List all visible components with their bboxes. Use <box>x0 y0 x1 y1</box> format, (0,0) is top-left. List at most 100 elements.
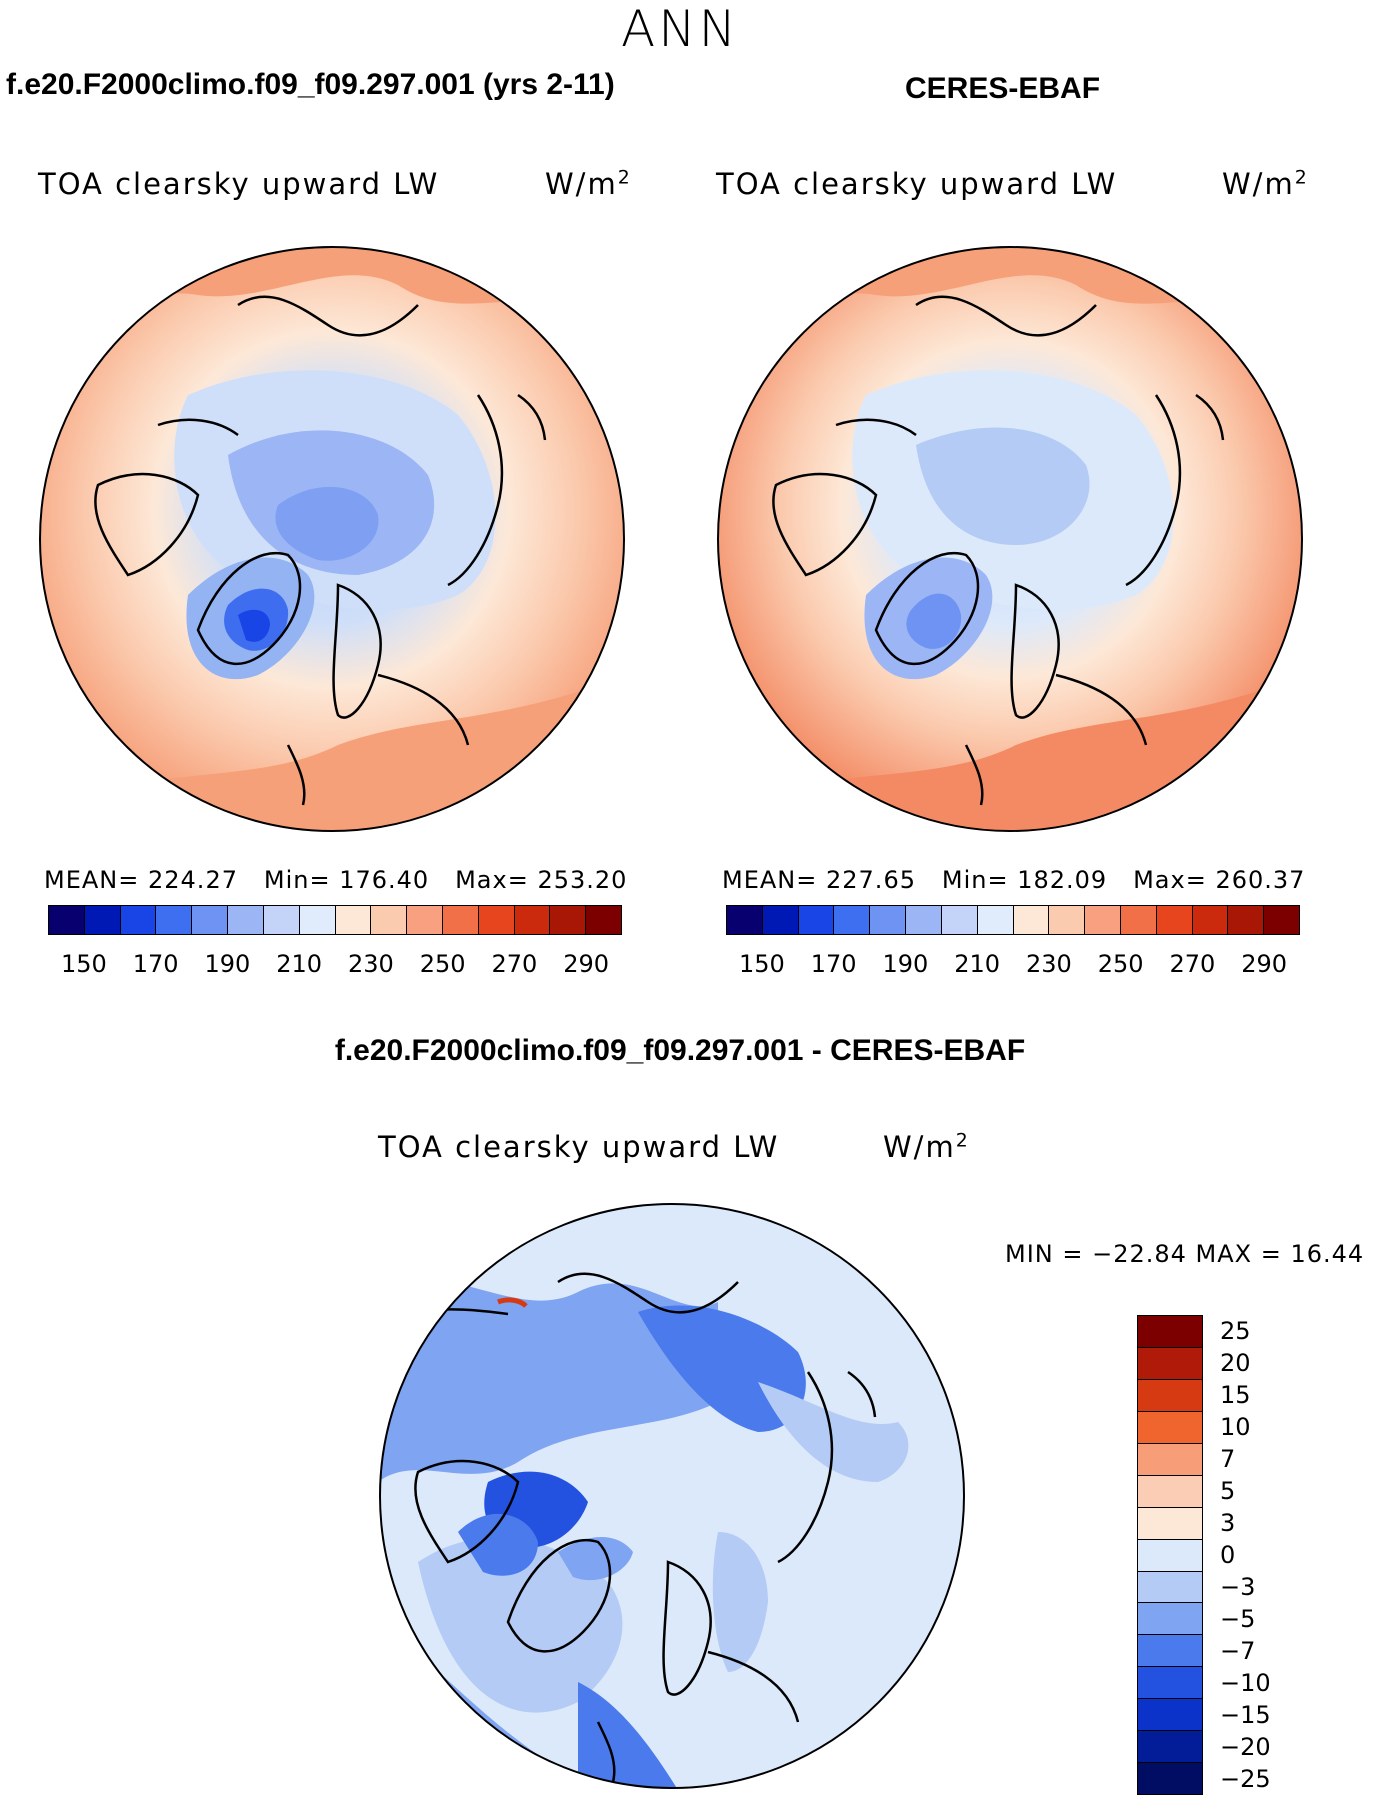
colorbar-swatch <box>834 906 871 934</box>
colorbar-swatch <box>1138 1411 1202 1444</box>
colorbar-swatch <box>1013 906 1050 934</box>
colorbar-swatch <box>941 906 978 934</box>
colorbar-swatch <box>156 906 193 934</box>
colorbar-tick-label: −10 <box>1220 1669 1271 1697</box>
colorbar-swatch <box>1138 1316 1202 1348</box>
obs-stats: MEAN= 227.65 Min= 182.09 Max= 260.37 <box>722 866 1306 894</box>
colorbar-swatch <box>1138 1347 1202 1380</box>
diff-variable-label: TOA clearsky upward LW <box>378 1130 780 1164</box>
diff-case-title: f.e20.F2000climo.f09_f09.297.001 - CERES… <box>334 1034 1026 1067</box>
obs-colorbar-ticks: 150 170 190 210 230 250 270 290 <box>726 950 1300 980</box>
colorbar-tick-label: 170 <box>810 950 857 978</box>
colorbar-tick-label: −25 <box>1220 1765 1271 1793</box>
colorbar-swatch <box>1192 906 1229 934</box>
colorbar-swatch <box>1138 1603 1202 1636</box>
colorbar-swatch <box>263 906 300 934</box>
colorbar-swatch <box>586 906 621 934</box>
colorbar-swatch <box>1138 1571 1202 1604</box>
colorbar-tick-label: 230 <box>347 950 394 978</box>
colorbar-swatch <box>478 906 515 934</box>
model-polar-map <box>39 246 625 832</box>
colorbar-tick-label: 150 <box>738 950 785 978</box>
colorbar-swatch <box>550 906 587 934</box>
colorbar-tick-label: 250 <box>1097 950 1144 978</box>
colorbar-tick-label: −20 <box>1220 1733 1271 1761</box>
colorbar-tick-label: −3 <box>1220 1573 1256 1601</box>
colorbar-tick-label: 190 <box>204 950 251 978</box>
obs-units-label: W/m2 <box>1222 167 1309 201</box>
model-stats: MEAN= 224.27 Min= 176.40 Max= 253.20 <box>44 866 628 894</box>
colorbar-swatch <box>120 906 157 934</box>
diff-polar-map <box>379 1203 965 1789</box>
colorbar-tick-label: 170 <box>132 950 179 978</box>
colorbar-swatch <box>906 906 942 934</box>
model-case-title: f.e20.F2000climo.f09_f09.297.001 (yrs 2-… <box>6 68 615 101</box>
colorbar-tick-label: 150 <box>60 950 107 978</box>
colorbar-swatch <box>84 906 121 934</box>
colorbar-swatch <box>49 906 85 934</box>
colorbar-tick-label: 250 <box>419 950 466 978</box>
colorbar-tick-label: 210 <box>276 950 323 978</box>
colorbar-swatch <box>977 906 1014 934</box>
colorbar-swatch <box>514 906 551 934</box>
diff-colorbar-ticks: 25 20 15 10 7 5 3 0 −3 −5 −7 −10 −15 −20 −25 <box>1220 1315 1320 1795</box>
colorbar-swatch <box>1156 906 1193 934</box>
obs-variable-label: TOA clearsky upward LW <box>716 167 1118 201</box>
colorbar-tick-label: 210 <box>954 950 1001 978</box>
diff-units-label: W/m2 <box>883 1130 970 1164</box>
model-colorbar-ticks: 150 170 190 210 230 250 270 290 <box>48 950 622 980</box>
colorbar-tick-label: 5 <box>1220 1477 1236 1505</box>
colorbar-swatch <box>727 906 763 934</box>
colorbar-tick-label: 230 <box>1025 950 1072 978</box>
colorbar-swatch <box>1138 1507 1202 1540</box>
colorbar-tick-label: 270 <box>491 950 538 978</box>
colorbar-swatch <box>1264 906 1299 934</box>
colorbar-swatch <box>1138 1635 1202 1668</box>
diff-minmax: MIN = −22.84 MAX = 16.44 <box>1005 1240 1365 1268</box>
colorbar-swatch <box>228 906 264 934</box>
figure-title: ANN <box>620 0 739 58</box>
colorbar-swatch <box>371 906 408 934</box>
colorbar-tick-label: 7 <box>1220 1445 1236 1473</box>
colorbar-swatch <box>1085 906 1121 934</box>
obs-colorbar <box>726 905 1300 935</box>
model-units-label: W/m2 <box>545 167 632 201</box>
obs-case-title: CERES-EBAF <box>905 72 1101 105</box>
colorbar-swatch <box>407 906 443 934</box>
colorbar-swatch <box>870 906 907 934</box>
colorbar-tick-label: 190 <box>882 950 929 978</box>
colorbar-swatch <box>762 906 799 934</box>
colorbar-swatch <box>442 906 479 934</box>
diff-colorbar <box>1137 1315 1203 1795</box>
colorbar-swatch <box>1138 1667 1202 1700</box>
colorbar-swatch <box>798 906 835 934</box>
colorbar-swatch <box>1049 906 1086 934</box>
colorbar-tick-label: 10 <box>1220 1413 1251 1441</box>
colorbar-swatch <box>1138 1379 1202 1412</box>
colorbar-tick-label: 270 <box>1169 950 1216 978</box>
colorbar-swatch <box>1138 1443 1202 1476</box>
colorbar-tick-label: −7 <box>1220 1637 1256 1665</box>
colorbar-swatch <box>1138 1475 1202 1508</box>
colorbar-tick-label: 20 <box>1220 1349 1251 1377</box>
model-colorbar <box>48 905 622 935</box>
colorbar-swatch <box>192 906 229 934</box>
colorbar-swatch <box>299 906 336 934</box>
colorbar-tick-label: 0 <box>1220 1541 1236 1569</box>
colorbar-tick-label: −15 <box>1220 1701 1271 1729</box>
colorbar-swatch <box>1138 1539 1202 1572</box>
colorbar-swatch <box>1138 1731 1202 1764</box>
colorbar-swatch <box>1228 906 1265 934</box>
colorbar-tick-label: 15 <box>1220 1380 1251 1409</box>
colorbar-swatch <box>1138 1699 1202 1732</box>
obs-polar-map <box>717 246 1303 832</box>
model-variable-label: TOA clearsky upward LW <box>38 167 440 201</box>
colorbar-tick-label: 3 <box>1220 1509 1236 1537</box>
colorbar-tick-label: −5 <box>1220 1605 1256 1633</box>
colorbar-tick-label: 290 <box>1241 950 1288 978</box>
colorbar-swatch <box>1120 906 1157 934</box>
colorbar-swatch <box>335 906 372 934</box>
colorbar-tick-label: 25 <box>1220 1317 1251 1345</box>
colorbar-swatch <box>1138 1763 1202 1795</box>
colorbar-tick-label: 290 <box>563 950 610 978</box>
